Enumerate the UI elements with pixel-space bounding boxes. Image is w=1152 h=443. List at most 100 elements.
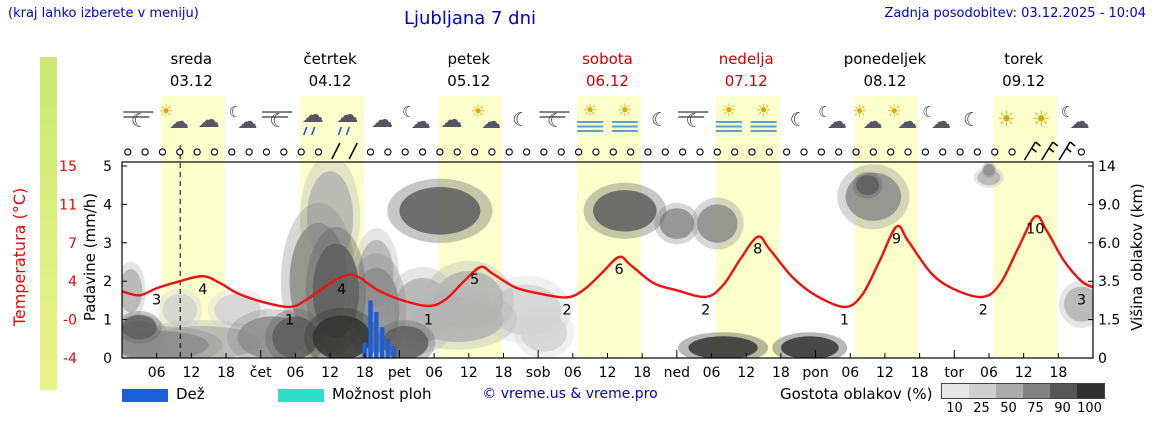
cloud-cover-dot [540, 148, 548, 156]
cloud-cover-dot [973, 148, 982, 156]
sun-cloud-glyph: ☀ [852, 102, 867, 122]
cloud-cover-dot [366, 148, 375, 156]
daylight-band [993, 96, 1058, 358]
density-segment [1077, 384, 1104, 398]
cloud-cover-dot [453, 148, 461, 156]
cloud-blob [520, 312, 568, 352]
fog-sun-icon: ☀ [577, 101, 604, 132]
precipitation-tick-label: 1 [103, 313, 112, 329]
hour-label: 06 [980, 365, 998, 381]
precip-bar [374, 311, 379, 358]
rain-cloud-icon: ☁ [336, 103, 358, 136]
cloud-cover-dot [574, 148, 583, 156]
hour-label: 12 [182, 365, 200, 381]
moon-cloud-glyph: ☁ [827, 109, 847, 133]
day-abbrev-label: pon [802, 365, 828, 381]
day-date: 04.12 [308, 72, 352, 90]
density-segment [1050, 384, 1077, 398]
last-updated: Zadnja posodobitev: 03.12.2025 - 10:04 [884, 6, 1146, 21]
cloud-cover-dot [210, 148, 219, 156]
hour-label: 12 [460, 365, 478, 381]
day-abbrev-label: sob [526, 365, 551, 381]
cloud-cover-dot [713, 148, 721, 156]
temperature-value-label: 8 [753, 242, 762, 258]
fog-sun-glyph: ☀ [756, 101, 771, 121]
temperature-value-label: 9 [892, 232, 901, 248]
cloud-glyph: ☁ [371, 108, 393, 133]
cloud-cover-dot [991, 148, 999, 156]
cloud-cover-dot [887, 148, 895, 156]
temperature-value-label: 2 [979, 302, 988, 318]
cloud-density-scale-ticks: 10 25 50 75 90 100 [941, 401, 1105, 416]
cloud-icon: ☁ [440, 108, 462, 133]
moon-cloud-icon: ☾☁ [402, 103, 431, 133]
moon-wind-glyph: ☾ [547, 110, 564, 132]
cloud-cover-dot [314, 148, 323, 156]
hour-label: 06 [564, 365, 582, 381]
hour-label: 18 [356, 365, 374, 381]
moon-glyph: ☾ [651, 109, 668, 131]
moon-wind-icon: ☾ [539, 110, 570, 132]
cloud-cover-dot [141, 148, 149, 156]
day-date: 09.12 [1002, 72, 1046, 90]
temperature-value-label: 5 [470, 272, 479, 288]
moon-cloud-glyph: ☁ [411, 109, 431, 133]
cloud-height-tick-label: 6.0 [1098, 236, 1120, 252]
precip-bar [391, 346, 396, 358]
cloud-cover-dot [852, 148, 860, 156]
cloud-blob [977, 169, 1001, 186]
density-tick-label: 100 [1077, 401, 1102, 416]
precip-bar [362, 342, 367, 358]
moon-cloud-icon: ☾☁ [229, 103, 258, 133]
cloud-cover-dot [436, 148, 444, 156]
wind-barb-icon [1030, 147, 1037, 153]
cloud-cover-dot [678, 148, 687, 156]
temperature-colorbar [40, 57, 57, 390]
temperature-value-label: 3 [152, 292, 161, 308]
day-name: nedelja [718, 50, 774, 68]
density-tick-label: 50 [1000, 401, 1017, 416]
cloud-density-scale [941, 383, 1105, 399]
showers-legend-label: Možnost ploh [332, 385, 432, 403]
wind-mark-icon [331, 142, 341, 160]
temperature-value-label: 1 [285, 312, 294, 328]
moon-glyph: ☾ [512, 109, 529, 131]
cloud-density-legend-label: Gostota oblakov (%) [780, 385, 933, 403]
temperature-value-label: 2 [562, 302, 571, 318]
cloud-cover-dot [262, 148, 271, 156]
temperature-value-label: 6 [614, 262, 623, 278]
hour-label: 06 [703, 365, 721, 381]
day-name: sobota [582, 50, 633, 68]
cloud-layer [122, 162, 1093, 358]
day-abbrev-label: ned [664, 365, 690, 381]
cloud-cover-dot [592, 148, 600, 156]
cloud-blob [122, 315, 157, 340]
rain-cloud-icon: ☁ [302, 103, 324, 136]
day-date: 03.12 [169, 72, 213, 90]
sun-cloud-glyph: ☁ [897, 109, 917, 133]
density-segment [969, 384, 996, 398]
cloud-cover-dot [176, 148, 184, 156]
fog-sun-icon: ☀ [750, 101, 777, 132]
moon-icon: ☾ [512, 109, 529, 131]
moon-cloud-icon: ☾☁ [818, 103, 847, 133]
fog-sun-glyph: ☀ [583, 101, 598, 121]
rain-legend-swatch [122, 389, 168, 402]
density-tick-label: 75 [1027, 401, 1044, 416]
hour-label: 06 [425, 365, 443, 381]
temperature-tick-label: -4 [63, 351, 77, 367]
day-date: 06.12 [586, 72, 629, 90]
sun-cloud-glyph: ☁ [169, 109, 189, 133]
wind-barb-icon [1048, 147, 1055, 153]
cloud-cover-dot [1077, 148, 1086, 156]
hour-label: 12 [1015, 365, 1033, 381]
copyright-link[interactable]: © vreme.us & vreme.pro [482, 386, 658, 402]
wind-mark-icon [348, 142, 358, 160]
cloud-cover-dot [401, 148, 409, 156]
hour-label: 18 [772, 365, 790, 381]
cloud-cover-dot [470, 148, 479, 156]
moon-wind-icon: ☾ [262, 110, 293, 132]
moon-wind-icon: ☾ [678, 110, 709, 132]
